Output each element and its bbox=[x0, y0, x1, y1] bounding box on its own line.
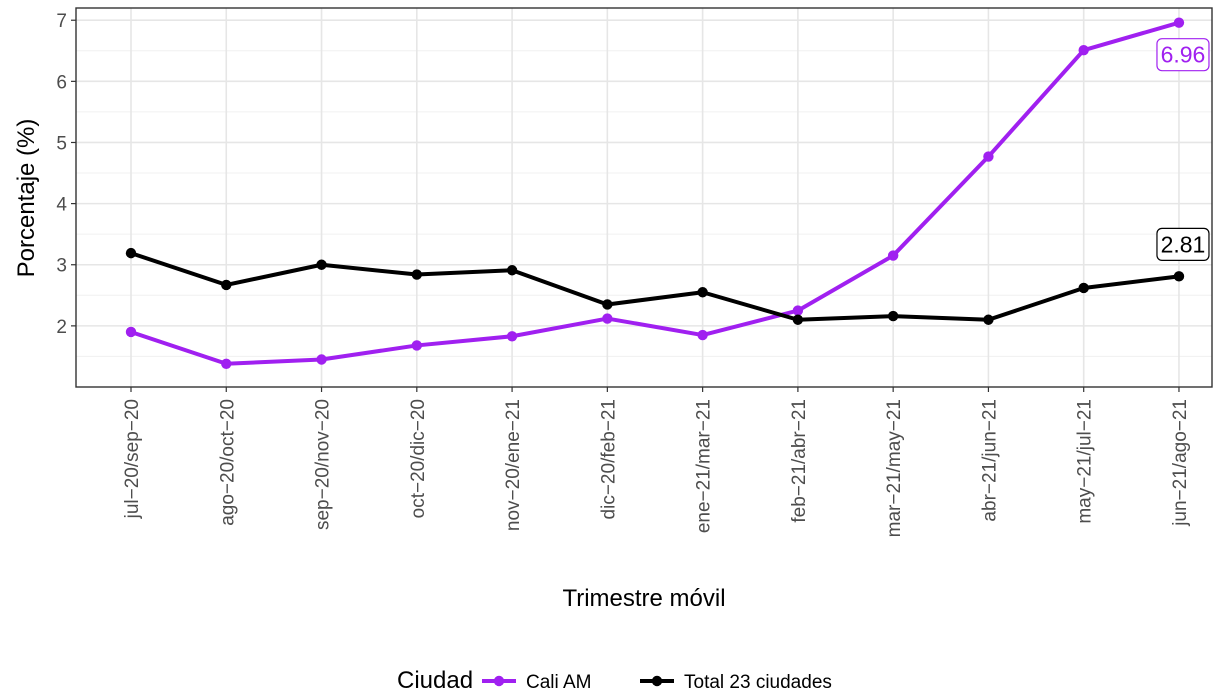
data-point bbox=[507, 265, 517, 275]
data-point bbox=[221, 359, 231, 369]
x-tick-label: ago−20/oct−20 bbox=[217, 399, 238, 526]
data-point bbox=[697, 330, 707, 340]
x-tick-label: ene−21/mar−21 bbox=[694, 399, 715, 533]
data-point bbox=[412, 340, 422, 350]
data-point bbox=[316, 354, 326, 364]
x-tick-label: may−21/jul−21 bbox=[1075, 399, 1096, 524]
legend-label: Cali AM bbox=[526, 672, 591, 693]
y-tick-label: 3 bbox=[56, 256, 67, 277]
data-point bbox=[888, 250, 898, 260]
data-point bbox=[602, 313, 612, 323]
x-tick-label: dic−20/feb−21 bbox=[598, 399, 619, 519]
legend-key-point bbox=[652, 676, 662, 686]
x-tick-label: nov−20/ene−21 bbox=[503, 399, 524, 531]
x-tick-label: oct−20/dic−20 bbox=[408, 399, 429, 518]
y-tick-label: 7 bbox=[56, 11, 67, 32]
y-tick-label: 6 bbox=[56, 72, 67, 93]
legend-title: Ciudad bbox=[397, 667, 473, 693]
legend-key-point bbox=[494, 676, 504, 686]
x-tick-label: feb−21/abr−21 bbox=[789, 399, 810, 523]
x-tick-label: sep−20/nov−20 bbox=[313, 399, 334, 530]
data-point bbox=[507, 331, 517, 341]
data-point bbox=[888, 311, 898, 321]
legend-label: Total 23 ciudades bbox=[684, 672, 832, 693]
x-axis-title: Trimestre móvil bbox=[562, 585, 725, 612]
y-tick-label: 5 bbox=[56, 133, 67, 154]
data-point bbox=[1079, 45, 1089, 55]
data-point bbox=[793, 315, 803, 325]
end-label-0: 6.96 bbox=[1157, 39, 1209, 71]
x-tick-label: mar−21/may−21 bbox=[884, 399, 905, 537]
x-tick-label: jun−21/ago−21 bbox=[1170, 399, 1191, 527]
y-axis-title: Porcentaje (%) bbox=[13, 119, 40, 278]
legend-item-1: Total 23 ciudades bbox=[640, 672, 832, 693]
data-point bbox=[221, 280, 231, 290]
y-axis: 2 3 4 5 6 7 bbox=[56, 11, 76, 338]
y-tick-label: 4 bbox=[56, 195, 67, 216]
plot-background bbox=[76, 8, 1212, 387]
legend: Ciudad Cali AM Total 23 ciudades bbox=[397, 667, 832, 693]
data-point bbox=[412, 269, 422, 279]
x-axis: jul−20/sep−20 ago−20/oct−20 sep−20/nov−20 o… bbox=[122, 387, 1191, 537]
data-point bbox=[316, 260, 326, 270]
data-point bbox=[602, 299, 612, 309]
grid bbox=[76, 8, 1212, 387]
end-label-1: 2.81 bbox=[1157, 228, 1209, 260]
legend-item-0: Cali AM bbox=[482, 672, 591, 693]
end-label-text: 2.81 bbox=[1161, 231, 1206, 257]
data-point bbox=[983, 151, 993, 161]
data-point bbox=[1174, 271, 1184, 281]
data-point bbox=[1079, 283, 1089, 293]
y-tick-label: 2 bbox=[56, 317, 67, 338]
x-tick-label: abr−21/jun−21 bbox=[979, 399, 1000, 522]
data-point bbox=[983, 315, 993, 325]
data-point bbox=[126, 248, 136, 258]
data-point bbox=[697, 287, 707, 297]
x-tick-label: jul−20/sep−20 bbox=[122, 399, 143, 519]
data-point bbox=[1174, 17, 1184, 27]
data-point bbox=[126, 327, 136, 337]
end-label-text: 6.96 bbox=[1161, 42, 1206, 68]
data-point bbox=[793, 305, 803, 315]
